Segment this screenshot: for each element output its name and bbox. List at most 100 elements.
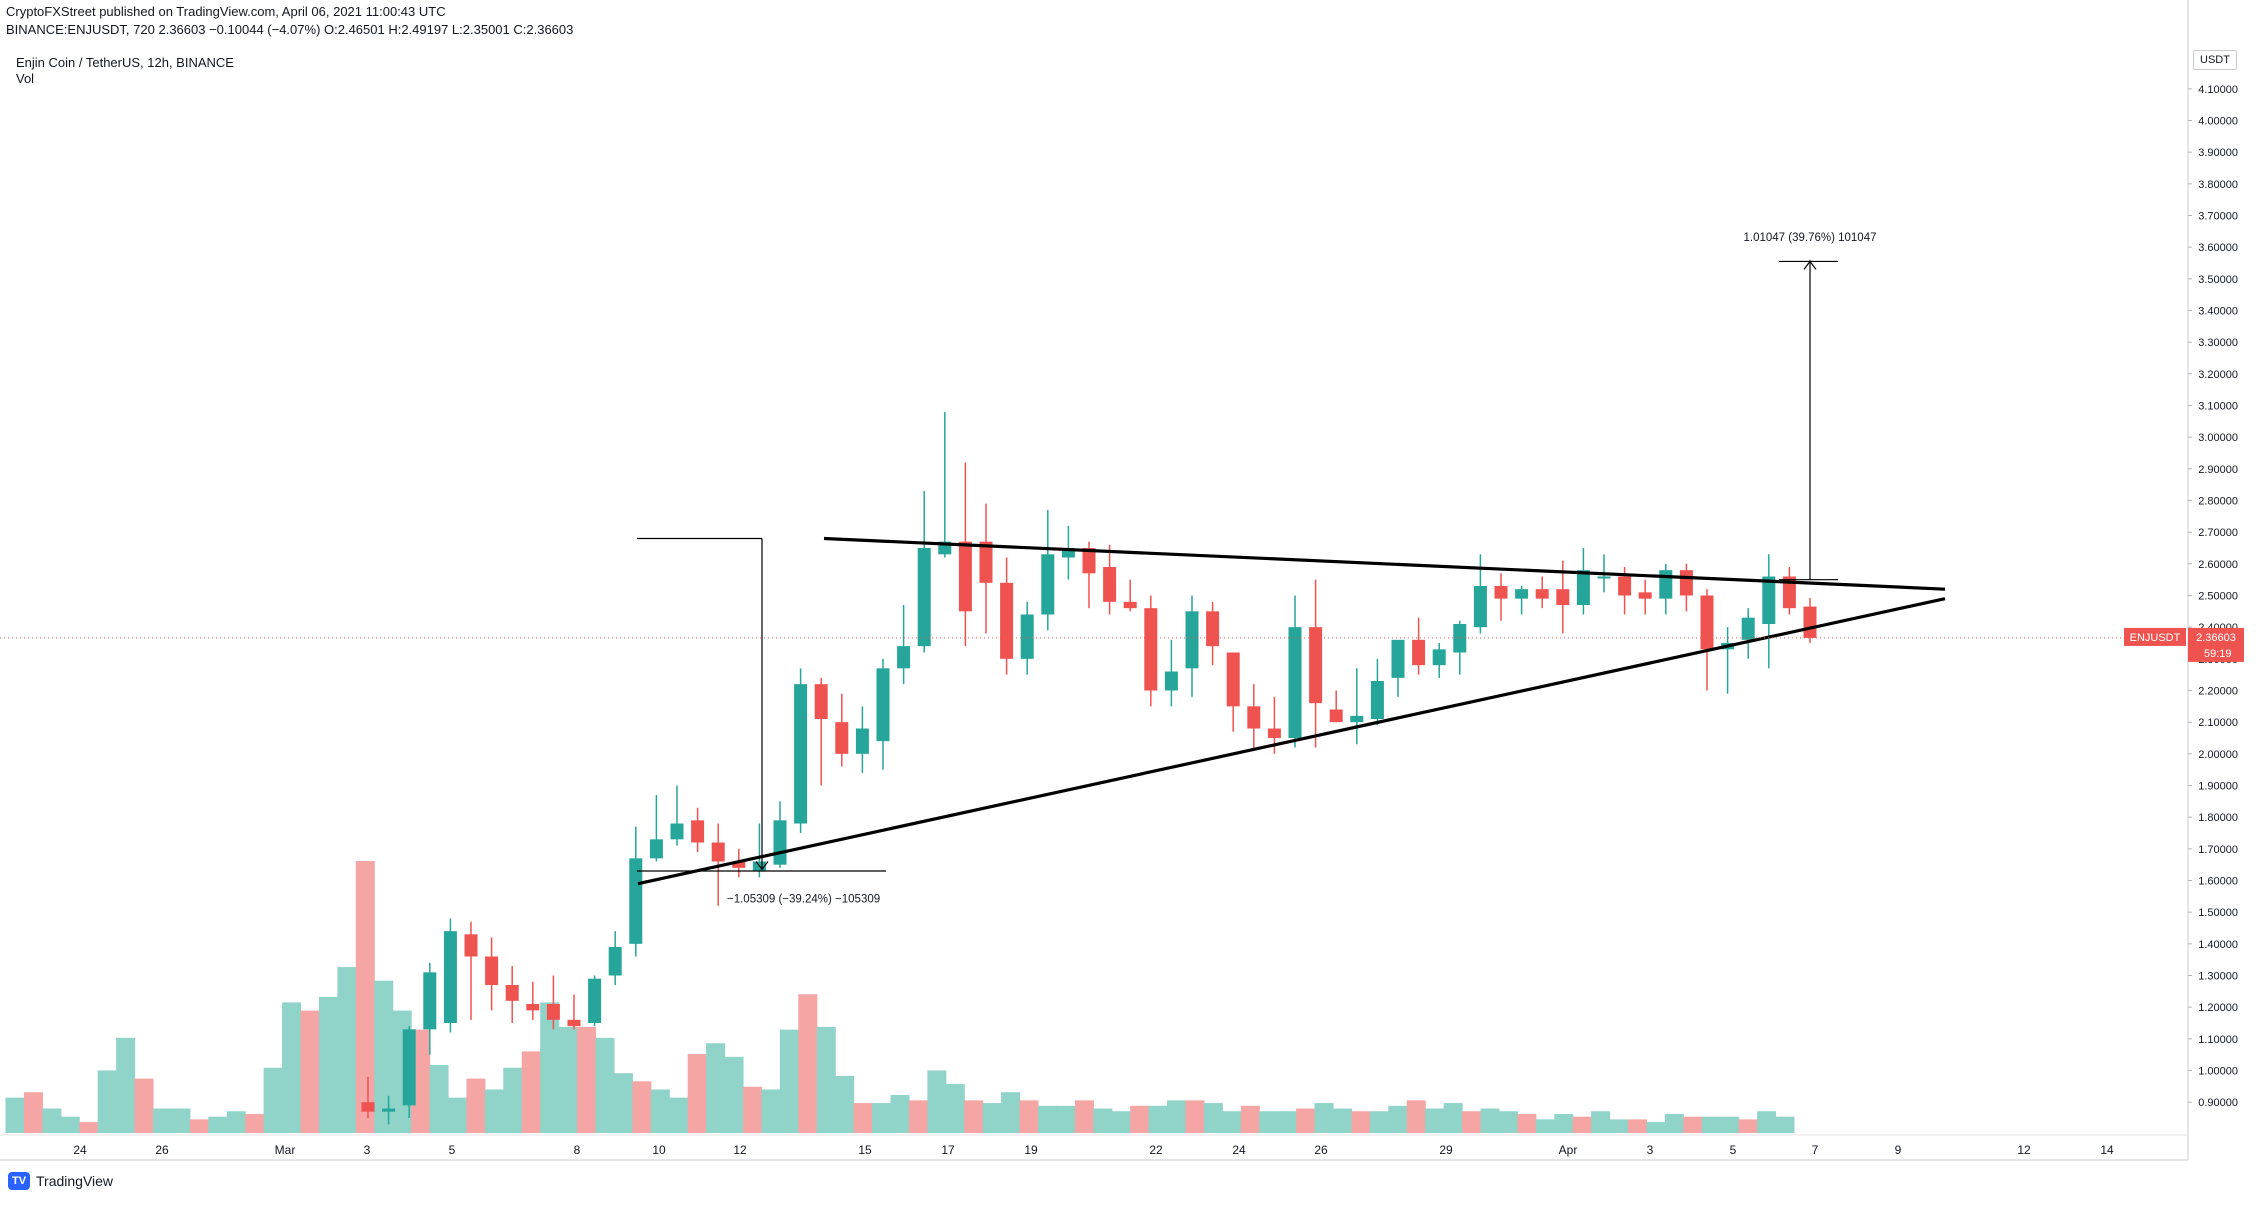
volume-bar [816, 1026, 836, 1133]
volume-bar [1093, 1108, 1113, 1133]
candle [526, 981, 540, 1020]
candle-body [1515, 589, 1529, 599]
volume-bar [1203, 1103, 1223, 1133]
candle-body [649, 839, 663, 859]
candle-body [1391, 639, 1405, 678]
price-tick-label: 1.30000 [2198, 971, 2238, 983]
last-price-value: 2.36603 [2196, 632, 2236, 644]
candle [794, 668, 808, 833]
volume-bar [42, 1108, 62, 1133]
volume-bar [1333, 1108, 1352, 1133]
candle [979, 503, 993, 634]
candle-body [1556, 589, 1570, 605]
price-tick-label: 3.20000 [2198, 369, 2238, 381]
time-tick-label: 7 [1812, 1143, 1819, 1157]
volume-bar [1111, 1111, 1131, 1133]
candle [1247, 684, 1261, 751]
price-tick-label: 1.70000 [2198, 844, 2238, 856]
candle [1473, 554, 1487, 634]
volume-bar [1720, 1116, 1740, 1133]
candle-body [567, 1019, 581, 1027]
upper-measure-label: 1.01047 (39.76%) 101047 [1744, 232, 1877, 244]
volume-bar [429, 1065, 449, 1133]
volume-label: Vol [16, 71, 35, 86]
upper-trendline [823, 536, 1946, 591]
candle [691, 807, 705, 852]
volume-bar [945, 1084, 965, 1133]
candle-body [1535, 589, 1549, 599]
price-tick-label: 2.70000 [2198, 527, 2238, 539]
candle [1453, 620, 1467, 675]
candle-body [1762, 576, 1776, 624]
price-tick-label: 1.90000 [2198, 781, 2238, 793]
volume-bar [687, 1054, 707, 1133]
volume-bar [743, 1086, 762, 1133]
volume-bar [1038, 1105, 1057, 1133]
volume-bar [1074, 1100, 1094, 1133]
candle-body [732, 861, 746, 868]
candle [1370, 658, 1384, 726]
price-tick-label: 3.80000 [2198, 179, 2238, 191]
candle [1082, 541, 1096, 609]
candle [773, 801, 787, 868]
candle [1391, 639, 1405, 697]
volume-bar [908, 1100, 928, 1133]
volume-bar [60, 1116, 80, 1133]
candle [1185, 595, 1199, 697]
candle-body [855, 728, 869, 754]
candle-body [1123, 601, 1137, 609]
volume-bar [982, 1103, 1002, 1133]
volume-bar [927, 1070, 947, 1133]
candle-body [443, 931, 457, 1023]
volume-bar [245, 1113, 265, 1133]
brand-label: TradingView [36, 1173, 114, 1189]
candle [1659, 563, 1673, 615]
volume-bar [1056, 1105, 1076, 1133]
price-axis-bg [2188, 0, 2261, 1200]
candle [1576, 548, 1590, 615]
candle [567, 994, 581, 1030]
price-tick-label: 3.00000 [2198, 432, 2238, 444]
volume-bar [226, 1111, 246, 1133]
candle [1103, 544, 1117, 615]
volume-bar [669, 1097, 689, 1133]
volume-bar [134, 1078, 154, 1133]
volume-bar [263, 1067, 283, 1133]
volume-bar [484, 1089, 504, 1133]
time-tick-label: 5 [449, 1143, 456, 1157]
volume-bar [1277, 1111, 1297, 1133]
candle-body [1000, 582, 1014, 659]
volume-bar [1240, 1105, 1260, 1133]
lower-trendline [637, 597, 1946, 886]
candle [938, 411, 952, 558]
price-tick-label: 3.70000 [2198, 211, 2238, 223]
candle [382, 1095, 396, 1125]
candle-body [1309, 627, 1323, 704]
currency-badge[interactable]: USDT [2193, 50, 2237, 70]
volume-bar [1019, 1100, 1039, 1133]
volume-bar [1775, 1116, 1795, 1133]
candle [629, 826, 643, 957]
volume-bar [1664, 1113, 1684, 1133]
volume-bar [595, 1037, 615, 1133]
candle-body [423, 972, 437, 1030]
volume-bar [1572, 1116, 1592, 1133]
volume-bar [116, 1037, 136, 1133]
candle-body [1164, 671, 1178, 691]
candle [1144, 595, 1158, 707]
volume-bar [798, 994, 818, 1133]
ohlc-text: 2.36603 −0.10044 (−4.07%) O:2.46501 H:2.… [158, 22, 574, 37]
price-tick-label: 2.50000 [2198, 591, 2238, 603]
price-tick-label: 2.20000 [2198, 686, 2238, 698]
volume-bar [355, 861, 375, 1133]
price-tick-label: 1.80000 [2198, 812, 2238, 824]
price-tick-label: 3.60000 [2198, 242, 2238, 254]
candle-body [1103, 567, 1117, 602]
candle [546, 975, 560, 1030]
candle-body [361, 1102, 375, 1112]
tradingview-brand[interactable]: TV TradingView [8, 1172, 113, 1190]
candle-body [1329, 709, 1343, 723]
candle-body [1638, 592, 1652, 599]
